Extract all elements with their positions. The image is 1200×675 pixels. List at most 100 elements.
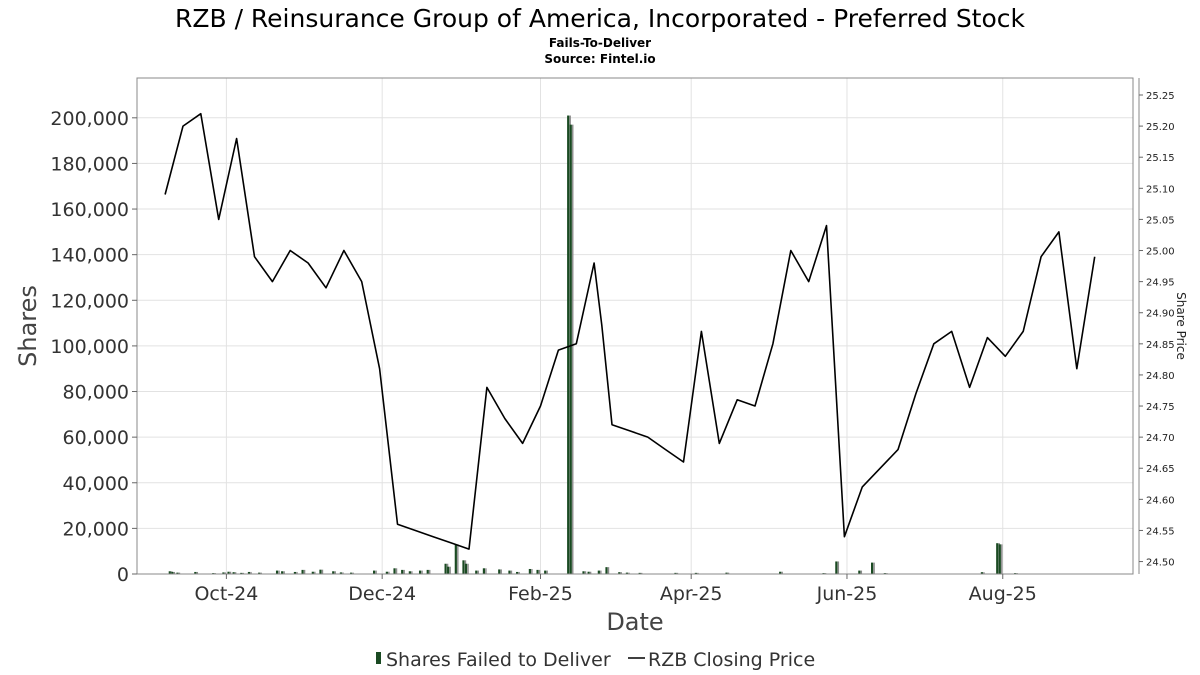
fails-bar-shadow — [510, 570, 513, 574]
fails-bar-shadow — [500, 569, 502, 574]
x-axis-ticks: Oct-24 Dec-24 Feb-25 Apr-25 Jun-25 Aug-25 — [194, 574, 1037, 605]
fails-bar — [222, 572, 225, 574]
fails-bar — [462, 560, 465, 574]
y2-tick-label: 24.85 — [1146, 340, 1175, 351]
fails-bar-shadow — [303, 569, 306, 574]
legend-bar-swatch — [376, 652, 381, 664]
fails-bar — [482, 568, 486, 574]
y2-tick-label: 25.15 — [1146, 153, 1175, 164]
y2-axis-ticks: 24.50 24.55 24.60 24.65 24.70 24.75 24.80 24.85… — [1139, 91, 1175, 569]
fails-bar-shadow — [837, 561, 840, 574]
x-tick-label: Aug-25 — [969, 583, 1037, 605]
price-line — [164, 112, 1096, 550]
fails-bar-shadow — [983, 572, 985, 574]
fails-bar — [418, 570, 422, 574]
y-tick-label: 180,000 — [50, 153, 129, 175]
fails-bar-shadow — [250, 571, 252, 574]
fails-bar — [447, 566, 450, 574]
fails-bar-shadow — [342, 572, 344, 574]
fails-bar — [426, 569, 429, 574]
legend-label-price: RZB Closing Price — [648, 649, 815, 671]
fails-bar — [194, 571, 197, 574]
fails-bar-shadow — [697, 572, 699, 574]
fails-bar-shadow — [477, 570, 479, 574]
legend: Shares Failed to Deliver RZB Closing Pri… — [376, 649, 815, 671]
fails-bar — [625, 572, 629, 574]
y2-tick-label: 24.55 — [1146, 526, 1175, 537]
fails-bar-shadow — [278, 570, 280, 574]
fails-bars — [168, 115, 1018, 575]
fails-bar — [393, 568, 396, 574]
fails-bar — [247, 571, 251, 574]
fails-bar-shadow — [242, 572, 245, 574]
fails-bar — [454, 544, 457, 574]
fails-bar — [227, 571, 230, 574]
fails-bar — [498, 569, 501, 574]
fails-bar — [281, 571, 284, 574]
fails-bar-shadow — [620, 572, 622, 574]
fails-bar-shadow — [321, 569, 324, 574]
fails-bar — [587, 571, 590, 574]
fails-bar-shadow — [781, 571, 783, 574]
fails-bar — [725, 572, 728, 574]
y2-tick-label: 24.95 — [1146, 278, 1175, 289]
fails-bar — [301, 569, 304, 574]
y-tick-label: 40,000 — [63, 473, 129, 495]
fails-bar — [176, 572, 179, 574]
x-tick-label: Oct-24 — [194, 583, 258, 605]
fails-bar — [258, 572, 261, 574]
fails-bar — [597, 570, 600, 574]
y2-axis-label: Share Price — [1174, 292, 1188, 360]
fails-bar — [401, 569, 404, 574]
fails-bar — [475, 570, 478, 574]
fails-bar — [544, 570, 547, 574]
fails-bar-shadow — [229, 571, 232, 574]
fails-bar-shadow — [449, 566, 451, 574]
fails-bar-shadow — [260, 572, 262, 574]
fails-bar — [871, 562, 874, 574]
y-tick-label: 20,000 — [63, 518, 129, 540]
fails-bar — [569, 124, 572, 575]
fails-bar-shadow — [531, 568, 533, 574]
chart-source: Source: Fintel.io — [544, 52, 655, 66]
y-tick-label: 160,000 — [50, 199, 129, 221]
fails-bar — [980, 572, 984, 574]
y-tick-label: 200,000 — [50, 108, 129, 130]
fails-bar-shadow — [628, 572, 630, 574]
fails-bar-shadow — [584, 571, 587, 574]
y-tick-label: 140,000 — [50, 245, 129, 267]
fails-bar — [567, 115, 570, 575]
fails-bar — [464, 563, 468, 574]
y-axis-label: Shares — [14, 285, 42, 367]
fails-bar — [996, 543, 999, 574]
fails-bar-shadow — [283, 571, 285, 574]
fails-bar-shadow — [538, 569, 541, 574]
fails-bar — [339, 572, 343, 574]
plot-frame — [136, 77, 1134, 575]
fails-bar — [350, 572, 353, 574]
fails-bar — [319, 569, 322, 574]
fails-bar-shadow — [178, 572, 181, 574]
y-tick-label: 60,000 — [63, 427, 129, 449]
fails-bar-shadow — [1001, 544, 1003, 574]
fails-bar — [694, 572, 697, 574]
fails-bar — [275, 570, 279, 574]
fails-bar — [293, 571, 297, 574]
fails-bar-shadow — [429, 569, 431, 574]
y-tick-label: 0 — [117, 564, 129, 586]
fails-bar — [779, 571, 782, 574]
y-tick-label: 80,000 — [63, 382, 129, 404]
x-tick-label: Feb-25 — [508, 583, 573, 605]
fails-bar-shadow — [467, 563, 469, 574]
fails-bar-shadow — [375, 570, 377, 574]
fails-bar — [168, 571, 171, 574]
price-line-layer — [164, 112, 1096, 550]
y-tick-label: 100,000 — [50, 336, 129, 358]
fails-bar-shadow — [860, 570, 863, 574]
fails-bar — [171, 571, 174, 574]
fails-bar-shadow — [421, 570, 423, 574]
y2-tick-label: 25.05 — [1146, 215, 1175, 226]
fails-bar — [232, 572, 235, 574]
y2-tick-label: 25.20 — [1146, 122, 1175, 133]
fails-bar — [508, 570, 511, 574]
